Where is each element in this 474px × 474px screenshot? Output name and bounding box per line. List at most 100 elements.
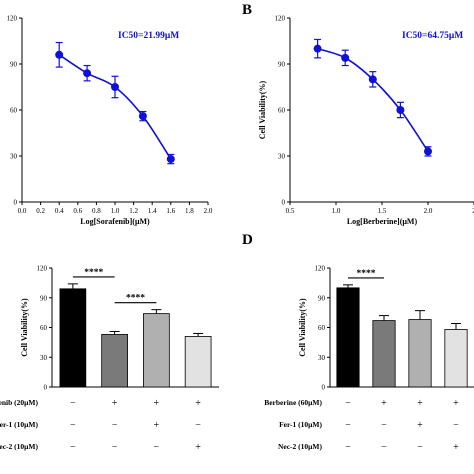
condition-sign: − bbox=[70, 420, 76, 431]
data-point bbox=[313, 44, 322, 53]
data-point bbox=[396, 106, 405, 114]
x-tick-label: 0.8 bbox=[92, 207, 101, 215]
y-tick-label: 30 bbox=[10, 153, 18, 161]
y-axis-title: Cell Viability(%) bbox=[258, 80, 267, 139]
condition-label: Fer-1 (10μM) bbox=[0, 420, 38, 429]
significance-stars: **** bbox=[357, 269, 376, 279]
x-axis-title: Log[Berberine](μM) bbox=[347, 217, 418, 226]
data-point bbox=[83, 69, 92, 78]
data-point bbox=[166, 155, 175, 164]
x-tick-label: 0.0 bbox=[18, 207, 27, 215]
panel-label-d: D bbox=[242, 232, 253, 248]
y-axis-title: Cell Viability(%) bbox=[20, 298, 29, 357]
x-tick-label: 0.5 bbox=[286, 207, 295, 215]
condition-label: Berberine (60μM) bbox=[264, 398, 322, 407]
y-tick-label: 60 bbox=[318, 324, 326, 332]
y-tick-label: 0 bbox=[44, 384, 48, 392]
x-tick-label: 0.6 bbox=[73, 207, 82, 215]
x-tick-label: 2.0 bbox=[424, 207, 433, 215]
data-point bbox=[368, 75, 377, 84]
bar bbox=[143, 313, 170, 388]
y-tick-label: 120 bbox=[7, 15, 18, 23]
chart-a-sorafenib-dose-response: 0 30 60 90 120 0.0 0.2 0.4 0.6 0.8 1.0 1.2 1.4 1.6 1.8… bbox=[7, 15, 213, 227]
condition-sign: − bbox=[453, 420, 459, 431]
y-tick-label: 90 bbox=[10, 61, 18, 69]
condition-sign: + bbox=[112, 398, 118, 409]
bar bbox=[372, 320, 396, 388]
significance-stars: **** bbox=[84, 268, 103, 278]
condition-sign: − bbox=[345, 442, 351, 453]
condition-sign: − bbox=[381, 420, 387, 431]
condition-sign: + bbox=[381, 398, 387, 409]
condition-label: Fer-1 (10μM) bbox=[279, 420, 322, 429]
chart-b-berberine-dose-response: 0 30 60 90 120 Cell Viability(%) 0.5 1.0 1.5 2.0 2… bbox=[258, 15, 474, 226]
bar bbox=[444, 329, 468, 388]
y-tick-label: 120 bbox=[315, 265, 326, 273]
bar bbox=[336, 287, 360, 388]
condition-sign: − bbox=[345, 398, 351, 409]
x-tick-label: 1.6 bbox=[166, 207, 175, 215]
bar bbox=[184, 336, 212, 388]
fit-curve bbox=[58, 54, 172, 160]
data-point bbox=[424, 147, 432, 156]
ic50-annotation: IC50=64.75μM bbox=[402, 31, 463, 41]
fit-curve bbox=[317, 47, 429, 152]
y-tick-label: 30 bbox=[40, 354, 48, 362]
condition-sign: + bbox=[195, 442, 201, 453]
y-tick-label: 90 bbox=[278, 61, 286, 69]
condition-sign: − bbox=[417, 442, 423, 453]
y-tick-label: 90 bbox=[318, 294, 326, 302]
condition-sign: + bbox=[453, 398, 459, 409]
ic50-annotation: IC50=21.99μM bbox=[118, 31, 179, 41]
panel-label-b: B bbox=[242, 2, 252, 18]
x-axis-title: Log[Sorafenib](μM) bbox=[80, 217, 150, 226]
chart-d-berberine-viability-bars: 0 30 60 90 120 Cell Viability(%) **** Berberine… bbox=[264, 265, 474, 453]
condition-sign: + bbox=[154, 398, 160, 409]
y-tick-label: 30 bbox=[318, 354, 326, 362]
x-tick-label: 1.4 bbox=[148, 207, 157, 215]
data-point bbox=[55, 50, 64, 59]
chart-c-sorafenib-viability-bars: 0 30 60 90 120 Cell Viability(%) **** **** afeni… bbox=[0, 265, 219, 453]
x-tick-label: 2 bbox=[472, 207, 474, 215]
y-tick-label: 60 bbox=[278, 107, 286, 115]
y-tick-label: 0 bbox=[322, 384, 326, 392]
y-tick-label: 120 bbox=[37, 265, 48, 273]
bar bbox=[59, 288, 87, 388]
y-tick-label: 120 bbox=[275, 15, 286, 23]
x-tick-label: 2.0 bbox=[204, 207, 213, 215]
y-axis-title: Cell Viability(%) bbox=[298, 298, 307, 357]
condition-label: Nec-2 (10μM) bbox=[278, 442, 323, 451]
data-point bbox=[111, 83, 119, 91]
condition-sign: − bbox=[345, 420, 351, 431]
y-tick-label: 30 bbox=[278, 153, 286, 161]
condition-sign: + bbox=[195, 398, 201, 409]
x-tick-label: 0.4 bbox=[55, 207, 64, 215]
condition-sign: − bbox=[112, 420, 118, 431]
x-tick-label: 1.8 bbox=[185, 207, 194, 215]
significance-stars: **** bbox=[126, 294, 145, 304]
x-tick-label: 1.0 bbox=[332, 207, 341, 215]
condition-sign: − bbox=[154, 442, 160, 453]
bar bbox=[408, 319, 432, 388]
condition-sign: − bbox=[70, 398, 76, 409]
y-tick-label: 0 bbox=[14, 199, 18, 207]
bar bbox=[101, 334, 128, 388]
condition-sign: − bbox=[195, 420, 201, 431]
y-tick-label: 0 bbox=[282, 199, 286, 207]
condition-label: Nec-2 (10μM) bbox=[0, 442, 38, 451]
y-tick-label: 60 bbox=[40, 324, 48, 332]
data-point bbox=[138, 112, 147, 121]
y-tick-label: 60 bbox=[10, 107, 18, 115]
condition-sign: + bbox=[453, 442, 459, 453]
condition-label: afenib (20μM) bbox=[0, 398, 39, 407]
x-tick-label: 1.5 bbox=[378, 207, 387, 215]
condition-sign: + bbox=[417, 420, 423, 431]
condition-sign: − bbox=[70, 442, 76, 453]
x-tick-label: 1.2 bbox=[129, 207, 138, 215]
condition-sign: − bbox=[381, 442, 387, 453]
x-tick-label: 1.0 bbox=[111, 207, 120, 215]
condition-sign: − bbox=[112, 442, 118, 453]
condition-sign: + bbox=[154, 420, 160, 431]
data-point bbox=[341, 53, 350, 62]
